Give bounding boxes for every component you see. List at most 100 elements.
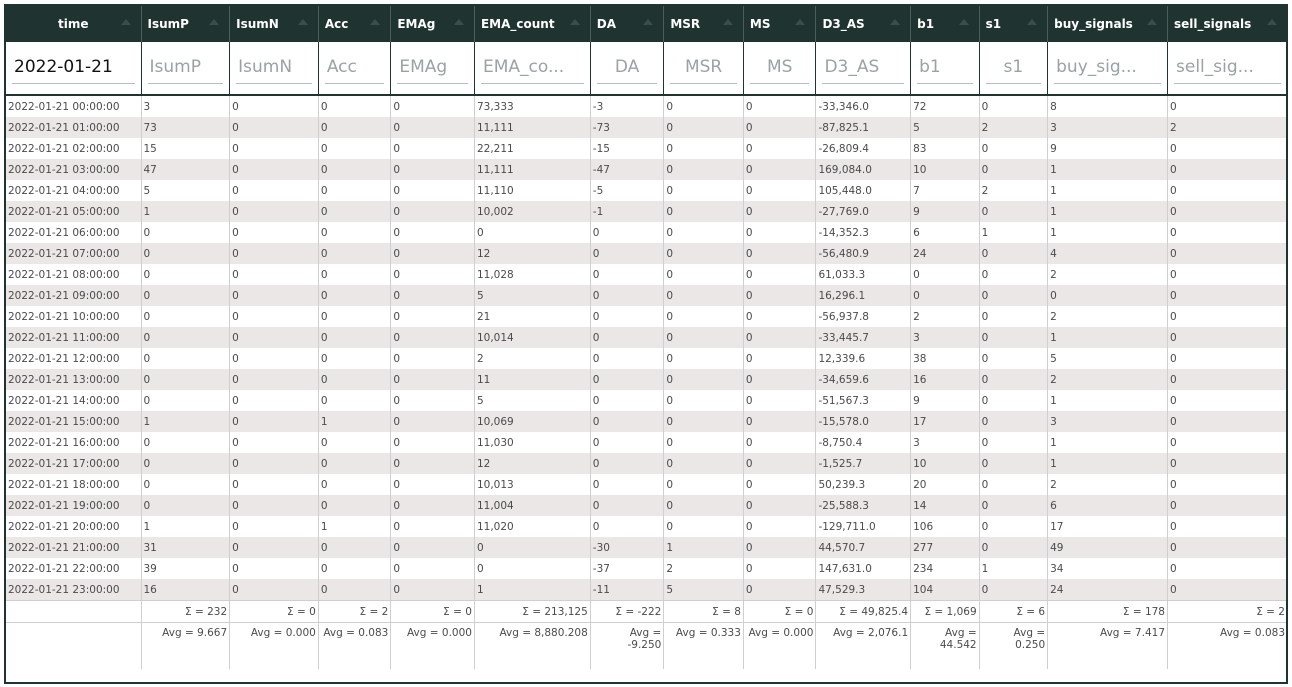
- table-cell: 73: [141, 117, 231, 138]
- filter-input-sell-signals[interactable]: [1174, 52, 1281, 84]
- filter-input-acc[interactable]: [324, 52, 385, 84]
- column-header-isumn[interactable]: IsumN: [229, 6, 319, 42]
- table-row[interactable]: 2022-01-21 19:00:00 0 0 0 0 11,004 0 0 0 -25,588.…: [6, 495, 1286, 516]
- filter-input-s1[interactable]: [985, 52, 1042, 84]
- sum-cell: Σ = 8: [663, 600, 744, 623]
- table-cell: 0: [390, 201, 475, 222]
- table-row[interactable]: 2022-01-21 17:00:00 0 0 0 0 12 0 0 0 -1,525.7 10 0 1…: [6, 453, 1286, 474]
- table-cell: 0: [229, 432, 319, 453]
- table-cell: 0: [590, 348, 665, 369]
- table-cell: 14: [910, 495, 980, 516]
- sort-caret-icon[interactable]: [453, 19, 464, 25]
- column-header-ms[interactable]: MS: [743, 6, 817, 42]
- table-cell: 9: [910, 201, 980, 222]
- column-header-d3-as[interactable]: D3_AS: [815, 6, 912, 42]
- filter-input-time[interactable]: [12, 52, 135, 84]
- column-header-msr[interactable]: MSR: [663, 6, 744, 42]
- column-header-acc[interactable]: Acc: [318, 6, 392, 42]
- sort-caret-icon[interactable]: [722, 19, 733, 25]
- sort-caret-icon[interactable]: [1147, 19, 1157, 25]
- filter-input-ema-count[interactable]: [480, 52, 584, 84]
- table-cell: 0: [318, 95, 392, 117]
- sort-caret-icon[interactable]: [1027, 19, 1038, 25]
- table-row[interactable]: 2022-01-21 00:00:00 3 0 0 0 73,333 -3 0 0 -33,346…: [6, 95, 1286, 117]
- table-cell: 0: [979, 579, 1049, 601]
- column-header-sell-signals[interactable]: sell_signals: [1167, 6, 1286, 42]
- table-cell: 0: [663, 180, 744, 201]
- table-cell: 0: [663, 117, 744, 138]
- table-cell: 0: [743, 558, 817, 579]
- sort-caret-icon[interactable]: [370, 19, 381, 25]
- sort-caret-icon[interactable]: [1267, 19, 1277, 25]
- table-cell: 0: [743, 264, 817, 285]
- table-cell: -15: [590, 138, 665, 159]
- table-cell: 38: [910, 348, 980, 369]
- column-header-label: time: [58, 17, 89, 31]
- table-row[interactable]: 2022-01-21 10:00:00 0 0 0 0 21 0 0 0 -56,937.8 2 0 2…: [6, 306, 1286, 327]
- table-row[interactable]: 2022-01-21 02:00:00 15 0 0 0 22,211 -15 0 0 -26,8…: [6, 138, 1286, 159]
- table-row[interactable]: 2022-01-21 11:00:00 0 0 0 0 10,014 0 0 0 -33,445.…: [6, 327, 1286, 348]
- table-cell: 0: [390, 579, 475, 601]
- sum-spacer: [6, 600, 142, 623]
- table-row[interactable]: 2022-01-21 07:00:00 0 0 0 0 12 0 0 0 -56,480.9 24 0…: [6, 243, 1286, 264]
- filter-input-ms[interactable]: [749, 52, 810, 84]
- table-row[interactable]: 2022-01-21 23:00:00 16 0 0 0 1 -11 5 0 47,529.3 10…: [6, 579, 1286, 601]
- column-header-time[interactable]: time: [6, 6, 142, 42]
- table-cell: 1: [1047, 453, 1168, 474]
- table-cell: 0: [229, 348, 319, 369]
- filter-input-emag[interactable]: [397, 52, 468, 84]
- table-row[interactable]: 2022-01-21 01:00:00 73 0 0 0 11,111 -73 0 0 -87,8…: [6, 117, 1286, 138]
- filter-input-isump[interactable]: [147, 52, 224, 84]
- sort-caret-icon[interactable]: [209, 19, 220, 25]
- sort-caret-icon[interactable]: [890, 19, 901, 25]
- table-cell: 0: [663, 348, 744, 369]
- table-row[interactable]: 2022-01-21 18:00:00 0 0 0 0 10,013 0 0 0 50,239.3…: [6, 474, 1286, 495]
- sort-caret-icon[interactable]: [569, 19, 580, 25]
- table-row[interactable]: 2022-01-21 15:00:00 1 0 1 0 10,069 0 0 0 -15,578.…: [6, 411, 1286, 432]
- table-row[interactable]: 2022-01-21 12:00:00 0 0 0 0 2 0 0 0 12,339.6 38 0 5 0: [6, 348, 1286, 369]
- table-row[interactable]: 2022-01-21 04:00:00 5 0 0 0 11,110 -5 0 0 105,448…: [6, 180, 1286, 201]
- table-row[interactable]: 2022-01-21 06:00:00 0 0 0 0 0 0 0 0 -14,352.3 6 1 1 0: [6, 222, 1286, 243]
- table-cell: 5: [474, 285, 591, 306]
- sort-caret-icon[interactable]: [297, 19, 308, 25]
- sort-caret-icon[interactable]: [958, 19, 969, 25]
- table-cell: -33,445.7: [815, 327, 912, 348]
- column-header-emag[interactable]: EMAg: [390, 6, 475, 42]
- table-cell: 5: [663, 579, 744, 601]
- table-cell: 0: [141, 285, 231, 306]
- column-header-da[interactable]: DA: [590, 6, 665, 42]
- table-cell: 0: [390, 243, 475, 264]
- sort-caret-icon[interactable]: [795, 19, 806, 25]
- table-cell: 0: [663, 95, 744, 117]
- table-cell: 0: [474, 222, 591, 243]
- table-row[interactable]: 2022-01-21 21:00:00 31 0 0 0 0 -30 1 0 44,570.7 27…: [6, 537, 1286, 558]
- table-cell: 0: [390, 453, 475, 474]
- table-row[interactable]: 2022-01-21 09:00:00 0 0 0 0 5 0 0 0 16,296.1 0 0 0 0: [6, 285, 1286, 306]
- column-header-b1[interactable]: b1: [910, 6, 980, 42]
- table-cell: 0: [979, 138, 1049, 159]
- table-row[interactable]: 2022-01-21 22:00:00 39 0 0 0 0 -37 2 0 147,631.0 2…: [6, 558, 1286, 579]
- filter-input-da[interactable]: [596, 52, 658, 84]
- column-header-ema-count[interactable]: EMA_count: [474, 6, 591, 42]
- filter-input-d3-as[interactable]: [822, 52, 905, 84]
- table-row[interactable]: 2022-01-21 20:00:00 1 0 1 0 11,020 0 0 0 -129,711…: [6, 516, 1286, 537]
- table-row[interactable]: 2022-01-21 05:00:00 1 0 0 0 10,002 -1 0 0 -27,769…: [6, 201, 1286, 222]
- table-row[interactable]: 2022-01-21 03:00:00 47 0 0 0 11,111 -47 0 0 169,0…: [6, 159, 1286, 180]
- column-header-buy-signals[interactable]: buy_signals: [1047, 6, 1168, 42]
- table-cell: 1: [663, 537, 744, 558]
- table-row[interactable]: 2022-01-21 16:00:00 0 0 0 0 11,030 0 0 0 -8,750.4…: [6, 432, 1286, 453]
- column-header-s1[interactable]: s1: [979, 6, 1049, 42]
- table-row[interactable]: 2022-01-21 08:00:00 0 0 0 0 11,028 0 0 0 61,033.3…: [6, 264, 1286, 285]
- filter-input-msr[interactable]: [670, 52, 737, 84]
- sort-caret-icon[interactable]: [643, 19, 654, 25]
- filter-input-isumn[interactable]: [236, 52, 312, 84]
- table-row[interactable]: 2022-01-21 14:00:00 0 0 0 0 5 0 0 0 -51,567.3 9 0 1 0: [6, 390, 1286, 411]
- column-header-isump[interactable]: IsumP: [141, 6, 231, 42]
- table-cell: 0: [743, 537, 817, 558]
- table-cell: 20: [910, 474, 980, 495]
- sort-caret-icon[interactable]: [120, 19, 131, 25]
- filter-input-buy-signals[interactable]: [1054, 52, 1161, 84]
- table-cell: 0: [590, 411, 665, 432]
- table-row[interactable]: 2022-01-21 13:00:00 0 0 0 0 11 0 0 0 -34,659.6 16 0…: [6, 369, 1286, 390]
- filter-input-b1[interactable]: [917, 52, 973, 84]
